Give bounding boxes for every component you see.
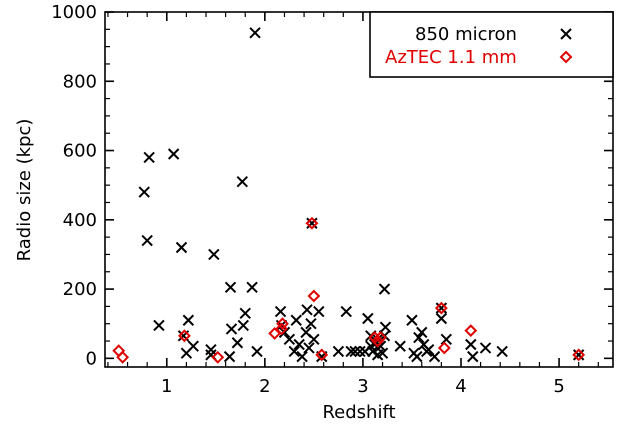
data-point-850-micron <box>293 338 305 351</box>
data-point-850-micron <box>332 345 345 358</box>
x-tick-label: 3 <box>357 376 368 397</box>
data-point-aztec <box>211 350 225 364</box>
y-tick-label: 600 <box>63 141 97 162</box>
data-point-850-micron <box>182 314 195 326</box>
data-point-850-micron <box>413 331 425 344</box>
data-point-850-micron <box>435 302 448 314</box>
data-point-850-micron <box>237 319 249 332</box>
data-point-850-micron <box>308 333 320 345</box>
y-tick-label: 400 <box>63 210 97 231</box>
data-point-aztec <box>437 341 451 355</box>
legend-marker-x <box>560 28 572 40</box>
data-point-850-micron <box>435 312 448 325</box>
data-point-850-micron <box>378 283 391 295</box>
data-point-850-micron <box>572 349 585 361</box>
data-point-850-micron <box>313 305 325 318</box>
data-point-850-micron <box>394 340 406 352</box>
data-point-850-micron <box>249 27 261 39</box>
data-point-850-micron <box>208 248 220 261</box>
x-tick-label: 2 <box>259 376 270 397</box>
data-point-850-micron <box>376 347 389 359</box>
data-point-850-micron <box>367 345 379 358</box>
data-point-850-micron <box>354 345 366 358</box>
data-point-850-micron <box>379 321 392 333</box>
data-point-850-micron <box>239 307 251 320</box>
data-point-aztec <box>315 348 329 362</box>
data-point-850-micron <box>143 151 155 164</box>
data-point-850-micron <box>406 314 418 326</box>
data-point-850-micron <box>296 350 308 363</box>
data-point-850-micron <box>141 234 153 247</box>
data-point-850-micron <box>236 176 249 188</box>
data-point-850-micron <box>231 337 244 349</box>
data-point-aztec <box>305 216 319 230</box>
data-point-850-micron <box>496 345 508 358</box>
y-tick-label: 1000 <box>51 2 97 23</box>
data-point-850-micron <box>290 314 302 326</box>
data-point-850-micron <box>465 338 477 351</box>
data-point-aztec <box>371 334 385 348</box>
data-point-850-micron <box>345 345 357 358</box>
data-point-850-micron <box>349 345 361 358</box>
data-point-850-micron <box>306 217 318 229</box>
x-tick-label: 5 <box>553 376 564 397</box>
data-point-850-micron <box>274 305 287 318</box>
data-point-850-micron <box>428 350 441 363</box>
plot-frame <box>104 11 614 368</box>
legend-box <box>369 11 614 78</box>
data-point-850-micron <box>225 323 238 335</box>
data-point-aztec <box>434 301 448 315</box>
y-tick-label: 200 <box>63 279 97 300</box>
data-point-aztec <box>276 317 289 331</box>
data-point-850-micron <box>246 281 258 294</box>
data-point-850-micron <box>138 186 150 198</box>
data-point-aztec <box>178 329 191 343</box>
data-point-850-micron <box>416 326 428 339</box>
y-axis-label: Radio size (kpc) <box>14 119 35 262</box>
ticks-layer: 1 2 3 4 5 0 200 400 600 800 1000 <box>51 2 613 397</box>
legend: 850 micron AzTEC 1.1 mm <box>369 11 614 78</box>
data-point-850-micron <box>205 343 217 356</box>
data-point-850-micron <box>467 350 479 363</box>
legend-marker-diamond <box>559 50 573 64</box>
marks-layer <box>112 27 586 364</box>
data-point-aztec <box>307 289 321 303</box>
data-point-850-micron <box>479 342 492 354</box>
data-point-aztec <box>572 348 586 362</box>
data-point-850-micron <box>187 340 199 352</box>
data-point-850-micron <box>374 340 387 352</box>
data-point-aztec <box>464 324 478 338</box>
data-point-850-micron <box>167 148 180 160</box>
data-point-850-micron <box>301 304 313 316</box>
data-point-850-micron <box>224 281 237 294</box>
data-point-aztec <box>116 350 130 364</box>
data-point-850-micron <box>288 345 300 358</box>
data-point-850-micron <box>340 305 352 318</box>
data-point-850-micron <box>303 342 315 354</box>
legend-label-aztec: AzTEC 1.1 mm <box>385 47 517 68</box>
y-tick-label: 0 <box>86 348 97 369</box>
data-point-aztec <box>374 331 387 344</box>
data-point-850-micron <box>362 312 374 325</box>
data-point-850-micron <box>305 318 317 330</box>
data-point-850-micron <box>251 345 263 358</box>
y-tick-label: 800 <box>63 71 97 92</box>
data-point-850-micron <box>153 319 165 332</box>
data-point-850-micron <box>440 333 452 345</box>
x-tick-label: 1 <box>161 376 172 397</box>
data-point-850-micron <box>283 333 296 345</box>
data-point-850-micron <box>223 350 236 363</box>
legend-label-850-micron: 850 micron <box>415 24 517 45</box>
x-axis-label: Redshift <box>322 402 395 423</box>
data-point-850-micron <box>411 350 423 363</box>
data-point-850-micron <box>175 241 188 254</box>
x-tick-label: 4 <box>455 376 466 397</box>
